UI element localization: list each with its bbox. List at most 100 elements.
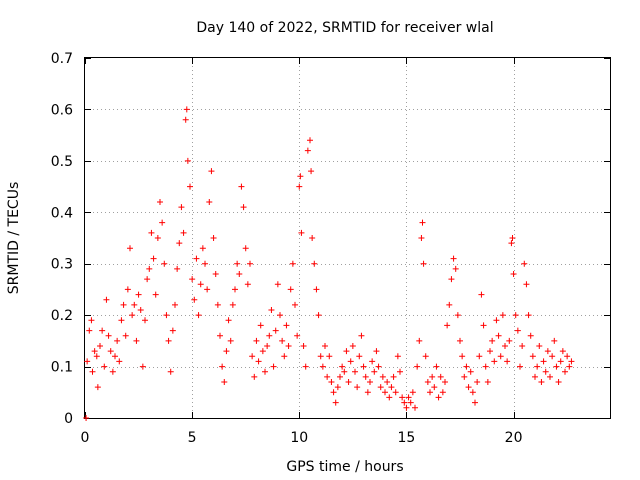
- data-point: [506, 337, 513, 344]
- data-point: [232, 286, 238, 293]
- data-point: [508, 240, 515, 247]
- data-point: [208, 168, 215, 175]
- data-point: [148, 229, 155, 236]
- data-point: [88, 317, 95, 324]
- data-point: [433, 363, 440, 370]
- data-point: [139, 363, 146, 370]
- data-point: [311, 260, 318, 267]
- data-point: [99, 327, 106, 334]
- data-point: [242, 245, 249, 252]
- data-point: [517, 363, 523, 370]
- data-point: [133, 337, 140, 344]
- data-point: [544, 348, 551, 355]
- data-point: [253, 337, 260, 344]
- data-point: [407, 399, 414, 406]
- data-point: [482, 363, 489, 370]
- data-point: [422, 353, 429, 360]
- data-point: [504, 358, 511, 365]
- data-point: [219, 363, 226, 370]
- data-point: [298, 229, 305, 236]
- data-point: [324, 373, 331, 380]
- data-point: [562, 368, 568, 375]
- chart-title: Day 140 of 2022, SRMTID for receiver wla…: [196, 20, 493, 36]
- x-tick-label: 0: [81, 430, 90, 446]
- data-point: [330, 389, 337, 396]
- data-point: [388, 384, 395, 391]
- data-point: [91, 348, 98, 355]
- data-point: [307, 137, 313, 144]
- data-point: [118, 317, 125, 324]
- data-point: [114, 337, 121, 344]
- data-point: [437, 373, 444, 380]
- data-points: [83, 106, 575, 421]
- data-point: [197, 281, 204, 288]
- data-point: [446, 301, 453, 308]
- data-point: [448, 276, 455, 283]
- data-point: [120, 301, 127, 308]
- y-tick-label: 0.6: [51, 102, 73, 118]
- y-tick-label: 0.1: [51, 360, 73, 376]
- data-point: [259, 348, 266, 355]
- plot-frame: [84, 57, 611, 419]
- data-point: [439, 389, 446, 396]
- data-point: [386, 394, 393, 401]
- data-point: [124, 286, 131, 293]
- data-point: [540, 358, 547, 365]
- data-point: [161, 260, 168, 267]
- data-point: [480, 322, 487, 329]
- data-point: [527, 332, 534, 339]
- data-point: [302, 363, 309, 370]
- data-point: [375, 363, 382, 370]
- data-point: [328, 379, 335, 385]
- data-point: [283, 322, 290, 329]
- data-point: [93, 353, 100, 360]
- data-point: [264, 343, 271, 349]
- data-point: [210, 235, 217, 241]
- data-point: [294, 332, 301, 339]
- data-point: [463, 363, 470, 370]
- data-point: [159, 219, 166, 226]
- data-point: [281, 353, 288, 360]
- data-point: [251, 373, 258, 380]
- data-point: [532, 373, 538, 380]
- x-tick-label: 20: [505, 430, 523, 446]
- data-point: [497, 353, 504, 360]
- data-point: [309, 235, 316, 241]
- data-point: [234, 260, 241, 267]
- data-point: [369, 358, 376, 365]
- data-point: [83, 415, 90, 421]
- data-point: [223, 348, 230, 355]
- data-point: [431, 384, 438, 391]
- data-point: [247, 260, 253, 267]
- data-point: [103, 296, 110, 303]
- data-point: [452, 265, 459, 272]
- data-point: [390, 373, 397, 380]
- data-point: [165, 337, 172, 344]
- data-point: [157, 199, 163, 205]
- y-tick-label: 0.5: [51, 154, 73, 170]
- y-tick-label: 0.3: [51, 257, 73, 273]
- data-point: [341, 368, 348, 375]
- x-axis-label: GPS time / hours: [286, 459, 403, 475]
- data-point: [493, 317, 500, 324]
- data-point: [568, 358, 575, 365]
- data-point: [322, 343, 328, 349]
- data-point: [97, 343, 103, 349]
- data-point: [491, 358, 498, 365]
- data-point: [319, 363, 326, 370]
- data-point: [285, 343, 292, 349]
- data-point: [525, 312, 532, 319]
- axis-ticks: [85, 58, 610, 419]
- data-point: [382, 389, 388, 396]
- data-point: [116, 358, 123, 365]
- data-point: [249, 353, 256, 360]
- data-point: [292, 301, 298, 308]
- data-point: [240, 204, 247, 211]
- data-point: [176, 240, 183, 247]
- data-point: [193, 255, 200, 262]
- data-point: [131, 301, 138, 308]
- data-point: [557, 358, 564, 365]
- data-point: [444, 322, 451, 329]
- x-tick-label: 15: [398, 430, 416, 446]
